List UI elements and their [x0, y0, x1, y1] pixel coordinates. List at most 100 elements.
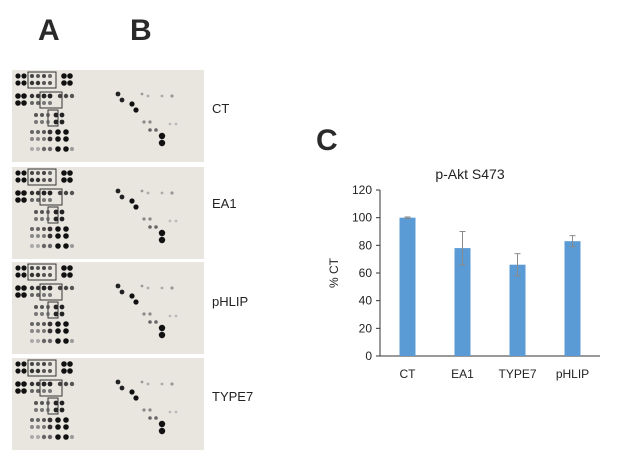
array-spot — [47, 129, 53, 135]
array-spot — [34, 312, 38, 316]
array-spot — [170, 286, 174, 290]
array-spot — [21, 170, 27, 176]
array-spot — [63, 321, 69, 327]
array-spot — [40, 312, 44, 316]
array-spot — [53, 209, 59, 215]
array-spot — [63, 285, 69, 291]
array-spot — [55, 338, 61, 344]
array-spot — [21, 265, 27, 271]
array-spot — [55, 321, 61, 327]
array-spot — [168, 314, 172, 318]
array-spot — [119, 97, 125, 103]
array-spot — [48, 362, 52, 366]
array-spot — [63, 136, 69, 142]
array-spot — [15, 265, 21, 271]
array-spot — [21, 197, 27, 203]
chart-title: p-Akt S473 — [435, 166, 504, 182]
x-tick-label: CT — [400, 367, 417, 381]
array-spot — [69, 190, 75, 196]
array-spot — [41, 93, 47, 99]
array-spot — [21, 381, 27, 387]
array-spot — [129, 198, 135, 204]
array-spot — [61, 272, 67, 278]
array-spot — [59, 407, 65, 413]
array-spot — [158, 236, 166, 244]
array-spot — [48, 389, 52, 393]
array-spot — [41, 146, 47, 152]
array-spot — [30, 339, 34, 343]
array-spot — [55, 226, 61, 232]
array-spot — [15, 292, 21, 298]
array-spot — [70, 147, 74, 151]
array-spot — [47, 190, 53, 196]
array-spot — [21, 368, 27, 374]
array-spot — [36, 198, 40, 202]
array-spot — [36, 425, 40, 429]
array-spot — [30, 435, 34, 439]
array-spot — [30, 234, 34, 238]
array-spot — [30, 130, 34, 134]
array-spot — [30, 425, 34, 429]
array-spot — [34, 210, 38, 214]
array-spot — [35, 285, 41, 291]
highlight-box — [47, 301, 59, 319]
blot-image-ct — [12, 70, 204, 162]
array-spot — [142, 312, 146, 316]
array-spot — [35, 80, 41, 86]
array-spot — [70, 244, 74, 248]
array-spot — [142, 217, 146, 221]
array-spot — [30, 389, 34, 393]
array-spot — [158, 132, 166, 140]
array-spot — [158, 420, 166, 428]
array-spot — [30, 198, 34, 202]
array-spot — [55, 243, 61, 249]
array-spot — [61, 80, 67, 86]
array-spot — [57, 93, 63, 99]
array-spot — [53, 311, 59, 317]
highlight-box — [27, 359, 57, 377]
array-spot — [146, 191, 150, 195]
array-spot — [29, 80, 35, 86]
array-spot — [30, 101, 34, 105]
array-spot — [30, 266, 34, 270]
array-spot — [55, 233, 61, 239]
array-spot — [47, 434, 53, 440]
array-spot — [48, 101, 52, 105]
array-spot — [47, 328, 53, 334]
array-spot — [41, 434, 47, 440]
array-spot — [42, 266, 46, 270]
panel-b-label: B — [130, 14, 152, 47]
array-spot — [41, 190, 47, 196]
bar-phlip — [564, 241, 581, 356]
array-spot — [47, 136, 53, 142]
array-spot — [129, 101, 135, 107]
array-spot — [47, 381, 53, 387]
array-spot — [15, 285, 21, 291]
array-spot — [47, 285, 53, 291]
blot-label-type7: TYPE7 — [212, 389, 254, 404]
array-spot — [53, 407, 59, 413]
x-tick-label: pHLIP — [556, 367, 589, 381]
array-spot — [63, 233, 69, 239]
array-spot — [42, 293, 46, 297]
array-spot — [29, 177, 35, 183]
array-spot — [15, 170, 21, 176]
array-spot — [21, 177, 27, 183]
array-spot — [36, 329, 40, 333]
blot-image-ea1 — [12, 167, 204, 259]
array-spot — [15, 80, 21, 86]
array-spot — [15, 361, 21, 367]
array-spot — [67, 361, 73, 367]
array-spot — [40, 401, 44, 405]
array-spot — [115, 91, 121, 97]
array-spot — [61, 170, 67, 176]
array-spot — [47, 338, 53, 344]
array-spot — [129, 389, 135, 395]
array-spot — [30, 418, 34, 422]
array-spot — [42, 425, 46, 429]
array-spot — [36, 130, 40, 134]
array-spot — [34, 401, 38, 405]
array-spot — [67, 265, 73, 271]
array-spot — [21, 285, 27, 291]
array-spot — [168, 122, 172, 126]
